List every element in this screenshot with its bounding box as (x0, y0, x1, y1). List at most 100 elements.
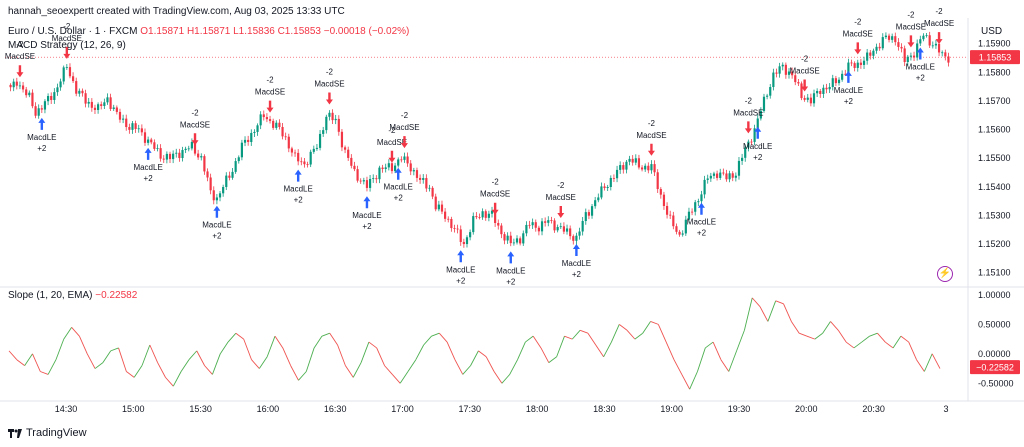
candle-body (378, 167, 381, 180)
buy-arrow-icon (144, 147, 152, 160)
slope-segment (235, 332, 244, 340)
candle-body (903, 48, 906, 63)
slope-segment (47, 359, 57, 375)
candle-body (287, 136, 290, 149)
sell-signal: -2 MacdSE (924, 7, 954, 45)
candle-body (628, 158, 631, 162)
slope-line (8, 297, 941, 390)
slope-segment (892, 335, 902, 349)
price-tick-label: 1.15600 (978, 125, 1011, 135)
slope-segment (321, 332, 330, 337)
slope-segment (618, 324, 628, 331)
price-tick-label: 1.15900 (978, 39, 1011, 49)
time-tick-label: 17:30 (459, 404, 482, 414)
slope-segment (454, 359, 464, 375)
slope-segment (305, 347, 315, 372)
candle-body (822, 87, 825, 94)
candle-body (937, 43, 941, 53)
candle-body (694, 202, 697, 212)
sell-arrow-icon (191, 133, 199, 146)
candle-body (262, 114, 265, 118)
candle-body (34, 106, 37, 116)
sell-arrow-icon (400, 136, 408, 149)
signal-label: MacdSE (733, 108, 763, 117)
candle-body (46, 96, 50, 102)
candle-body (494, 210, 497, 223)
candle-body (212, 190, 215, 201)
signal-qty: +2 (844, 97, 854, 106)
candle-body (934, 43, 938, 46)
candle-body (912, 55, 916, 58)
lightning-icon[interactable]: ⚡ (937, 266, 953, 282)
candle-body (365, 180, 369, 188)
slope-segment (673, 359, 683, 375)
candle-body (75, 81, 78, 94)
signal-qty: -2 (935, 7, 943, 16)
candle-body (65, 67, 68, 68)
slope-segment (282, 347, 292, 366)
time-tick-label: 19:30 (728, 404, 751, 414)
candle-body (875, 46, 878, 51)
buy-arrow-icon (754, 126, 762, 139)
slope-segment (799, 332, 808, 337)
candle-body (925, 35, 928, 37)
candle-body (268, 119, 272, 121)
signal-label: MacdLE (906, 63, 935, 72)
slope-segment (141, 344, 151, 366)
indicator-legend[interactable]: Slope (1, 20, EMA) −0.22582 (8, 290, 137, 301)
tradingview-footer[interactable]: TradingView (8, 427, 87, 439)
candle-body (450, 218, 453, 229)
candle-body (325, 116, 328, 131)
slope-segment (743, 297, 753, 331)
candle-body (240, 142, 243, 158)
candle-body (103, 102, 106, 106)
slope-segment (790, 321, 800, 334)
candle-body (803, 98, 806, 100)
slope-tick-label: 1.00000 (978, 290, 1011, 300)
candle-body (156, 148, 159, 149)
price-tick-label: 1.15400 (978, 182, 1011, 192)
candle-body (634, 158, 637, 163)
candle-body (478, 217, 481, 218)
candle-body (700, 194, 703, 202)
candle-body (731, 173, 734, 178)
slope-segment (71, 327, 80, 337)
time-tick-label: 16:30 (324, 404, 347, 414)
candle-body (97, 104, 100, 111)
candle-body (131, 123, 134, 130)
candle-body (412, 170, 415, 172)
slope-segment (728, 350, 738, 372)
candle-body (497, 222, 500, 226)
candle-body (125, 118, 128, 128)
symbol-legend[interactable]: Euro / U.S. Dollar · 1 · FXCM O1.15871 H… (8, 26, 409, 37)
signal-qty: +2 (916, 74, 926, 83)
candle-body (650, 164, 653, 171)
candle-body (431, 187, 434, 197)
price-tick-label: 1.15100 (978, 268, 1011, 278)
candle-body (759, 110, 762, 119)
sell-arrow-icon (647, 143, 655, 156)
strategy-legend[interactable]: MACD Strategy (12, 26, 9) (8, 40, 126, 51)
candle-body (312, 148, 315, 152)
candle-body (753, 128, 756, 142)
signal-qty: -2 (16, 40, 24, 49)
slope-segment (767, 300, 777, 322)
slope-segment (110, 347, 119, 352)
candle-body (428, 187, 431, 189)
slope-segment (345, 365, 354, 378)
buy-signal: MacdLE +2 (27, 117, 57, 153)
candle-body (50, 96, 53, 100)
candle-body (178, 152, 181, 159)
candle-body (375, 178, 378, 180)
candle-body (487, 213, 490, 218)
buy-arrow-icon (697, 202, 705, 215)
signal-label: MacdSE (180, 120, 210, 129)
currency-label[interactable]: USD (981, 26, 1003, 37)
candle-body (647, 165, 650, 171)
candle-body (778, 66, 781, 74)
candle-body (68, 67, 72, 77)
slope-segment (157, 362, 166, 378)
buy-signal: MacdLE +2 (283, 169, 313, 205)
slope-segment (587, 332, 597, 346)
